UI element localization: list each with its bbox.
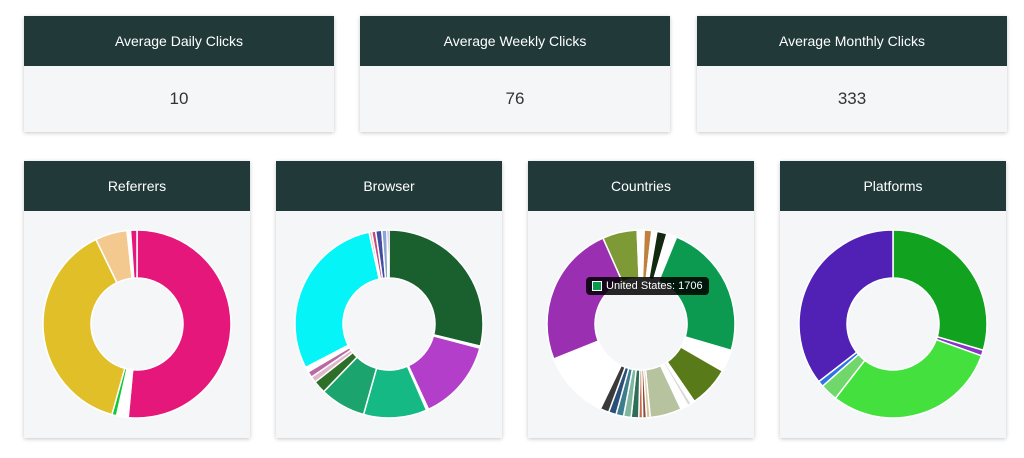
donut-slice[interactable] [42, 238, 126, 416]
donut-slice[interactable] [127, 229, 232, 419]
chart-card-platforms: Platforms [780, 161, 1006, 438]
donut-slice[interactable] [388, 229, 484, 348]
tooltip-text: United States: 1706 [606, 280, 703, 292]
countries-donut-chart[interactable] [528, 211, 754, 438]
chart-area [24, 211, 250, 438]
donut-slice[interactable] [129, 229, 138, 279]
chart-title: Platforms [780, 161, 1006, 211]
referrers-donut-chart[interactable] [24, 211, 250, 438]
chart-area [780, 211, 1006, 438]
stat-card-weekly: Average Weekly Clicks 76 [360, 16, 670, 132]
chart-card-browser: Browser [276, 161, 502, 438]
stat-card-value: 10 [169, 89, 189, 108]
donut-slice[interactable] [798, 229, 894, 383]
chart-card-countries: Countries United States: 1706 [528, 161, 754, 438]
stat-card-value: 333 [837, 89, 867, 108]
donut-slice[interactable] [546, 237, 624, 360]
donut-slice[interactable] [294, 231, 381, 369]
chart-title: Browser [276, 161, 502, 211]
browser-donut-chart[interactable] [276, 211, 502, 438]
chart-tooltip: United States: 1706 [586, 277, 709, 295]
stat-card-title: Average Daily Clicks [24, 16, 334, 66]
donut-slice[interactable] [892, 229, 988, 352]
stat-card-monthly: Average Monthly Clicks 333 [697, 16, 1007, 132]
donut-slice[interactable] [834, 338, 983, 419]
stat-card-value: 76 [505, 89, 525, 108]
chart-title: Referrers [24, 161, 250, 211]
platforms-donut-chart[interactable] [780, 211, 1006, 438]
donut-slice[interactable] [386, 229, 390, 279]
stat-card-title: Average Monthly Clicks [697, 16, 1007, 66]
chart-area [276, 211, 502, 438]
chart-card-referrers: Referrers [24, 161, 250, 438]
chart-title: Countries [528, 161, 754, 211]
tooltip-swatch [592, 281, 602, 291]
chart-area: United States: 1706 [528, 211, 754, 438]
stat-card-title: Average Weekly Clicks [360, 16, 670, 66]
stat-card-daily: Average Daily Clicks 10 [24, 16, 334, 132]
